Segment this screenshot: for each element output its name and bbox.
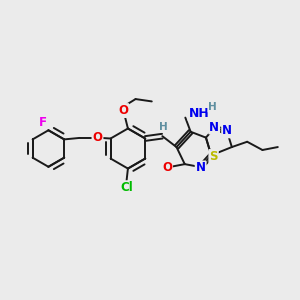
Text: Cl: Cl <box>120 181 133 194</box>
Text: O: O <box>162 161 172 174</box>
Text: H: H <box>208 102 217 112</box>
Text: N: N <box>222 124 232 137</box>
Text: H: H <box>159 122 168 132</box>
Text: O: O <box>92 131 103 144</box>
Text: S: S <box>209 150 218 163</box>
Text: N: N <box>209 121 219 134</box>
Text: F: F <box>38 116 46 128</box>
Text: NH: NH <box>188 107 209 120</box>
Text: O: O <box>118 104 128 117</box>
Text: N: N <box>196 161 206 175</box>
